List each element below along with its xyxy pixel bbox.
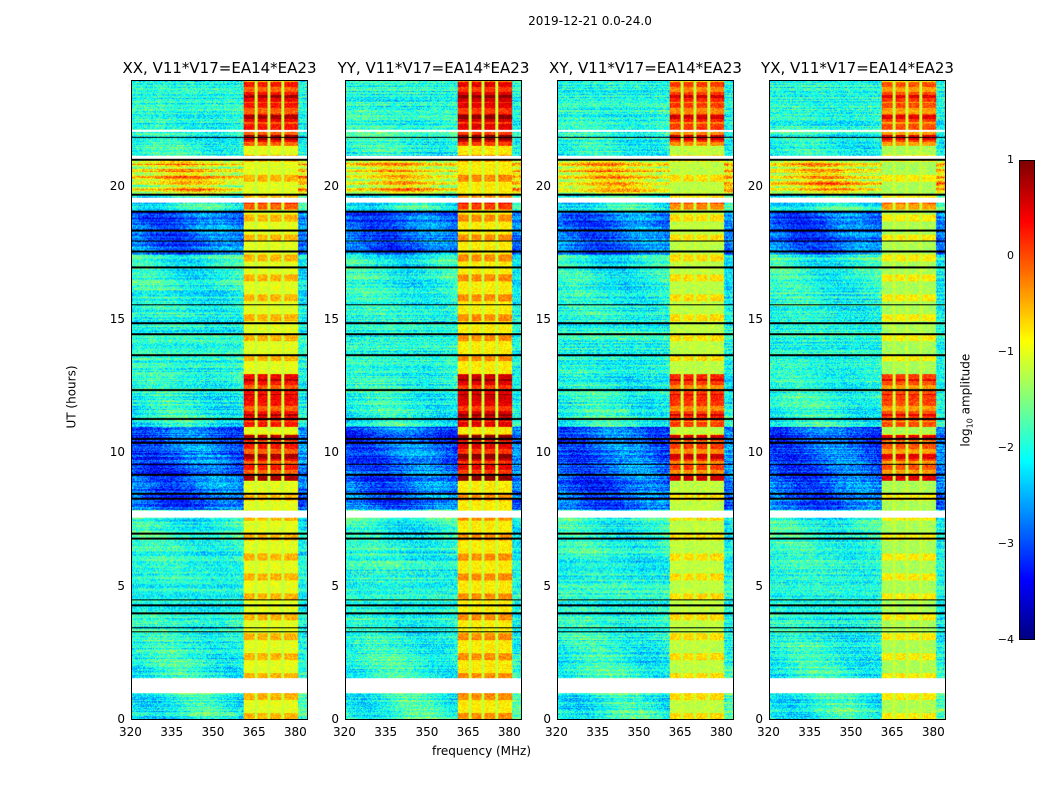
heatmap-panel: [131, 80, 308, 720]
colorbar-tick-label: 1: [1007, 153, 1014, 166]
x-axis-label: frequency (MHz): [432, 744, 532, 758]
colorbar-tick-label: −4: [997, 633, 1014, 646]
heatmap-image: [770, 81, 945, 719]
x-tick-label: 380: [709, 725, 733, 739]
colorbar-tick-label: −3: [997, 537, 1014, 550]
heatmap-image: [132, 81, 307, 719]
colorbar: [1019, 160, 1035, 640]
x-tick-label: 380: [921, 725, 945, 739]
colorbar-tick-label: −2: [997, 441, 1014, 454]
y-tick-label: 20: [109, 178, 125, 193]
panel-title: YX, V11*V17=EA14*EA23: [761, 59, 954, 77]
y-tick-label: 0: [117, 712, 125, 726]
x-tick-label: 365: [668, 725, 692, 739]
panel-title: XY, V11*V17=EA14*EA23: [549, 59, 742, 77]
heatmap-image: [558, 81, 733, 719]
panel-title: YY, V11*V17=EA14*EA23: [337, 59, 530, 77]
y-tick-label: 15: [535, 312, 551, 326]
x-tick-label: 320: [333, 725, 356, 739]
y-tick-label: 15: [109, 312, 125, 326]
x-tick-label: 365: [456, 725, 480, 739]
y-tick-label: 0: [543, 712, 551, 726]
y-axis-label: UT (hours): [64, 365, 79, 429]
x-tick-label: 365: [242, 725, 266, 739]
y-tick-label: 10: [535, 445, 551, 460]
heatmap-image: [346, 81, 521, 719]
x-tick-label: 350: [201, 725, 225, 739]
x-tick-label: 335: [798, 725, 822, 739]
y-tick-label: 5: [543, 578, 551, 593]
x-tick-label: 335: [586, 725, 610, 739]
colorbar-label: log10 amplitude: [958, 353, 975, 447]
y-tick-label: 5: [117, 578, 125, 593]
x-tick-label: 350: [839, 725, 863, 739]
colorbar-tick-label: 0: [1007, 249, 1014, 262]
x-tick-label: 320: [545, 725, 568, 739]
heatmap-panel: [345, 80, 522, 720]
x-tick-label: 380: [497, 725, 521, 739]
y-tick-label: 5: [755, 578, 763, 593]
figure-title: 2019-12-21 0.0-24.0: [528, 14, 652, 28]
x-tick-label: 350: [627, 725, 651, 739]
y-tick-label: 10: [747, 445, 763, 460]
x-tick-label: 335: [160, 725, 184, 739]
x-tick-label: 380: [283, 725, 307, 739]
y-tick-label: 20: [747, 178, 763, 193]
y-tick-label: 15: [747, 312, 763, 326]
x-tick-label: 350: [415, 725, 439, 739]
x-tick-label: 320: [757, 725, 780, 739]
y-tick-label: 20: [535, 178, 551, 193]
y-tick-label: 5: [331, 578, 339, 593]
x-tick-label: 365: [880, 725, 904, 739]
heatmap-panel: [769, 80, 946, 720]
x-tick-label: 320: [119, 725, 142, 739]
colorbar-tick-label: −1: [997, 345, 1014, 358]
x-tick-label: 335: [374, 725, 398, 739]
heatmap-panel: [557, 80, 734, 720]
y-tick-label: 0: [331, 712, 339, 726]
panel-title: XX, V11*V17=EA14*EA23: [122, 59, 317, 77]
y-tick-label: 0: [755, 712, 763, 726]
y-tick-label: 10: [109, 445, 125, 460]
y-tick-label: 10: [323, 445, 339, 460]
y-tick-label: 20: [323, 178, 339, 193]
y-tick-label: 15: [323, 312, 339, 326]
